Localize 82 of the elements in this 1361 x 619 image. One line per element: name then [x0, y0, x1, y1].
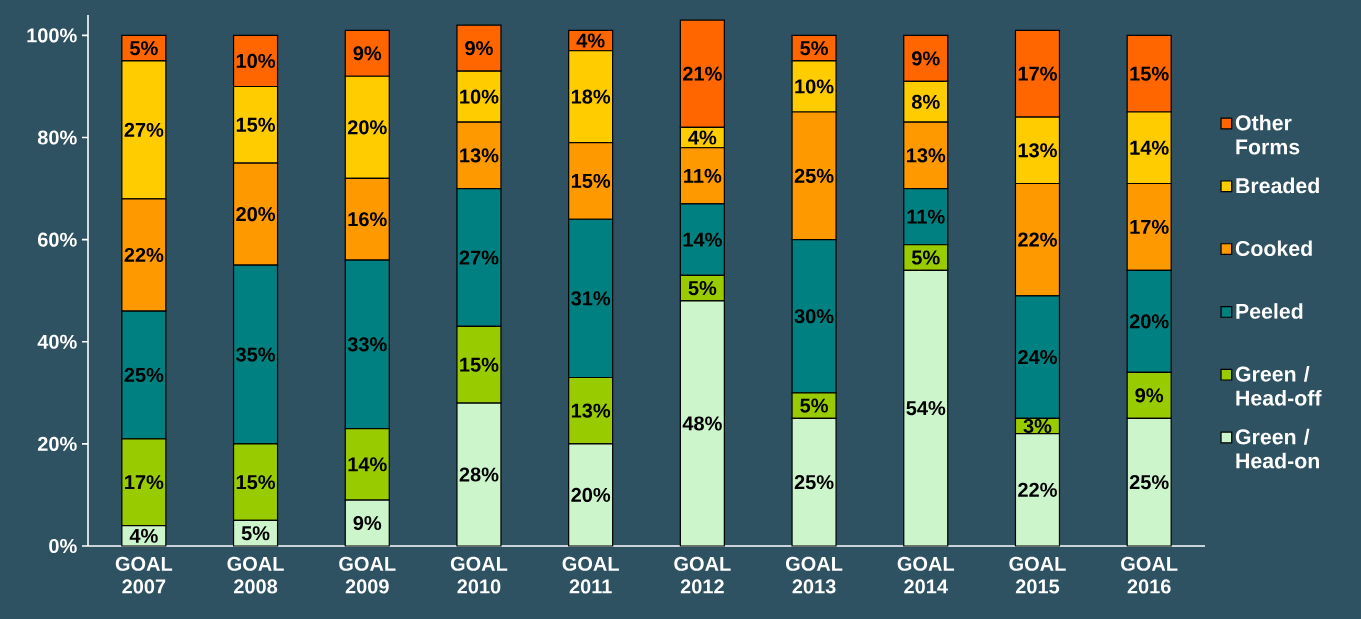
data-label: 24% [1018, 350, 1057, 365]
data-label: 48% [682, 416, 722, 431]
data-label: 13% [1018, 143, 1057, 158]
data-label: 54% [906, 401, 946, 416]
x-tick-label: GOAL 2010 [450, 556, 508, 594]
x-tick-label: GOAL 2008 [227, 556, 284, 594]
data-label: 17% [125, 475, 164, 490]
data-label: 25% [794, 475, 834, 490]
data-label: 31% [571, 291, 611, 306]
data-label: 11% [907, 209, 945, 224]
data-label: 8% [911, 94, 940, 109]
data-label: 22% [1018, 482, 1057, 497]
data-label: 22% [124, 247, 164, 263]
data-label: 33% [347, 337, 387, 352]
legend-label: Cooked [1235, 240, 1312, 257]
data-label: 9% [353, 46, 382, 61]
data-label: 11% [684, 168, 722, 183]
data-label: 17% [1130, 219, 1169, 234]
legend-label: Peeled [1236, 303, 1303, 319]
x-tick-label: GOAL 2013 [785, 556, 843, 594]
y-tick-label: 20% [37, 436, 77, 451]
data-label: 5% [241, 526, 270, 541]
data-label: 27% [124, 122, 164, 137]
y-tick-label: 100% [27, 28, 77, 43]
data-label: 25% [1129, 475, 1169, 490]
legend-label: Breaded [1236, 177, 1319, 194]
data-label: 10% [795, 79, 834, 94]
data-label: 10% [460, 89, 499, 104]
data-label: 20% [1129, 314, 1169, 329]
data-label: 9% [353, 515, 382, 531]
data-label: 15% [571, 173, 611, 188]
data-label: 4% [576, 33, 605, 48]
y-tick-label: 60% [37, 232, 77, 247]
data-label: 15% [1130, 66, 1169, 81]
data-label: 5% [800, 41, 828, 56]
data-label: 18% [571, 89, 611, 104]
data-label: 30% [794, 309, 834, 324]
x-tick-label: GOAL 2016 [1121, 556, 1178, 594]
data-label: 14% [683, 232, 722, 247]
legend-label: Green / Head-off [1235, 365, 1322, 406]
x-tick-label: GOAL 2007 [115, 556, 173, 594]
x-tick-label: GOAL 2009 [339, 556, 396, 594]
y-tick-label: 0% [49, 538, 77, 554]
data-label: 25% [124, 367, 164, 383]
data-label: 22% [1018, 232, 1057, 247]
y-tick-label: 80% [37, 130, 77, 145]
data-label: 20% [571, 487, 611, 503]
x-tick-label: GOAL 2014 [897, 556, 955, 594]
legend-label: Other Forms [1235, 114, 1300, 155]
data-label: 5% [800, 398, 828, 413]
data-label: 15% [236, 117, 276, 132]
data-label: 25% [794, 168, 834, 183]
data-label: 17% [1018, 66, 1057, 81]
x-tick-label: GOAL 2015 [1009, 556, 1066, 594]
data-label: 5% [130, 41, 158, 56]
data-label: 13% [571, 403, 611, 418]
data-label: 9% [912, 51, 940, 66]
data-label: 28% [459, 467, 499, 482]
x-tick-label: GOAL 2011 [562, 556, 619, 594]
data-label: 9% [1135, 388, 1164, 403]
data-label: 3% [1023, 418, 1052, 434]
data-label: 14% [348, 457, 387, 472]
data-label: 15% [460, 357, 499, 372]
data-label: 10% [236, 53, 276, 69]
data-label: 14% [1130, 140, 1169, 155]
data-label: 13% [460, 148, 499, 163]
data-label: 13% [907, 148, 946, 163]
data-label: 20% [347, 120, 387, 135]
x-tick-label: GOAL 2012 [674, 556, 731, 594]
data-label: 5% [911, 250, 940, 265]
data-label: 15% [236, 475, 276, 490]
data-label: 9% [465, 41, 493, 56]
data-label: 4% [688, 130, 717, 145]
data-label: 4% [129, 528, 158, 543]
legend-label: Green / Head-on [1235, 428, 1319, 469]
data-label: 20% [236, 207, 276, 222]
data-label: 35% [236, 347, 276, 362]
data-label: 21% [683, 66, 722, 81]
data-label: 27% [459, 250, 499, 265]
y-tick-label: 40% [37, 334, 77, 349]
data-label: 5% [688, 281, 717, 296]
data-label: 16% [348, 212, 387, 227]
